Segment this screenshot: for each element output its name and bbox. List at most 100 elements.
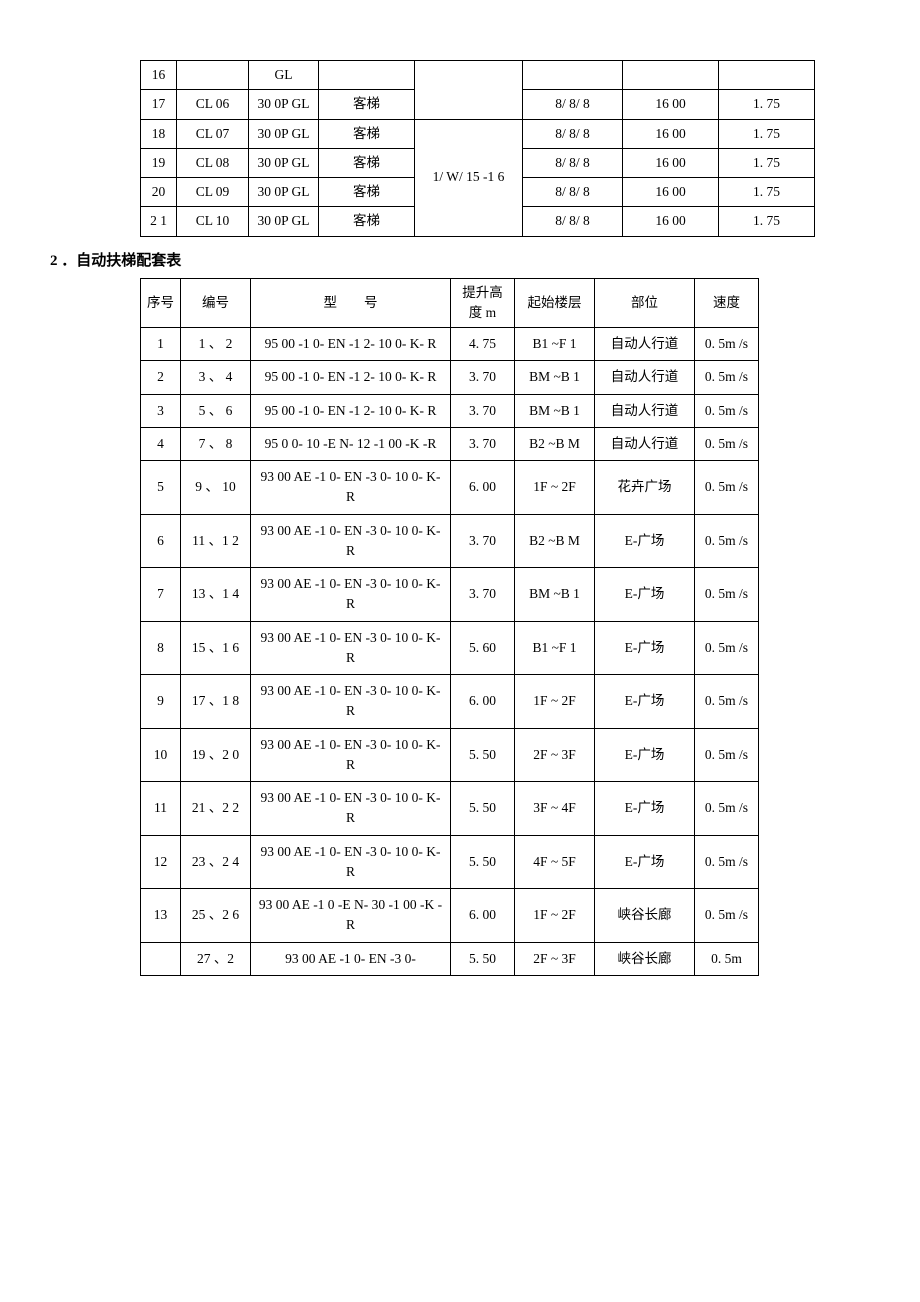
cell-spec: 8/ 8/ 8	[523, 119, 623, 148]
cell-floor-merged-2: 1/ W/ 15 -1 6	[415, 119, 523, 236]
cell-speed: 1. 75	[719, 90, 815, 119]
cell-floor: 3F ~ 4F	[515, 782, 595, 836]
cell-seq: 13	[141, 889, 181, 943]
cell-speed: 0. 5m /s	[695, 328, 759, 361]
cell-speed: 0. 5m	[695, 942, 759, 975]
cell-seq: 2	[141, 361, 181, 394]
cell-code: CL 09	[177, 178, 249, 207]
cell-model: 30 0P GL	[249, 178, 319, 207]
col-model-header: 型 号	[251, 278, 451, 328]
cell-pos: E-广场	[595, 621, 695, 675]
cell-floor: B2 ~B M	[515, 514, 595, 568]
cell-speed: 1. 75	[719, 178, 815, 207]
cell-pos: E-广场	[595, 568, 695, 622]
cell-speed: 0. 5m /s	[695, 728, 759, 782]
cell-type: 客梯	[319, 148, 415, 177]
cell-model: 95 0 0- 10 -E N- 12 -1 00 -K -R	[251, 427, 451, 460]
cell-model: 93 00 AE -1 0- EN -3 0-	[251, 942, 451, 975]
cell-seq: 6	[141, 514, 181, 568]
cell-speed: 0. 5m /s	[695, 675, 759, 729]
table-row: 611 、1 293 00 AE -1 0- EN -3 0- 10 0- K-…	[141, 514, 759, 568]
cell-spec	[523, 61, 623, 90]
cell-speed: 0. 5m /s	[695, 361, 759, 394]
cell-seq: 19	[141, 148, 177, 177]
table-row: 59 、 1093 00 AE -1 0- EN -3 0- 10 0- K- …	[141, 461, 759, 515]
table-row: 1223 、2 493 00 AE -1 0- EN -3 0- 10 0- K…	[141, 835, 759, 889]
cell-spec: 8/ 8/ 8	[523, 178, 623, 207]
cell-floor: 1F ~ 2F	[515, 889, 595, 943]
cell-cap: 16 00	[623, 178, 719, 207]
cell-height: 6. 00	[451, 889, 515, 943]
table-row: 713 、1 493 00 AE -1 0- EN -3 0- 10 0- K-…	[141, 568, 759, 622]
cell-pos: E-广场	[595, 782, 695, 836]
cell-model: GL	[249, 61, 319, 90]
cell-speed: 0. 5m /s	[695, 427, 759, 460]
cell-pos: 峡谷长廊	[595, 942, 695, 975]
col-seq-header: 序号	[141, 278, 181, 328]
cell-type: 客梯	[319, 119, 415, 148]
cell-seq: 18	[141, 119, 177, 148]
table-row: 35 、 695 00 -1 0- EN -1 2- 10 0- K- R3. …	[141, 394, 759, 427]
cell-height: 5. 50	[451, 942, 515, 975]
cell-pos: E-广场	[595, 835, 695, 889]
cell-floor: B1 ~F 1	[515, 621, 595, 675]
cell-cap: 16 00	[623, 90, 719, 119]
cell-seq: 5	[141, 461, 181, 515]
cell-spec: 8/ 8/ 8	[523, 207, 623, 236]
cell-floor: 4F ~ 5F	[515, 835, 595, 889]
cell-cap	[623, 61, 719, 90]
elevator-table: 16GL17CL 0630 0P GL客梯8/ 8/ 816 001. 7518…	[140, 60, 815, 237]
cell-model: 93 00 AE -1 0- EN -3 0- 10 0- K- R	[251, 461, 451, 515]
table-row: 16GL	[141, 61, 815, 90]
cell-model: 30 0P GL	[249, 148, 319, 177]
cell-floor: BM ~B 1	[515, 361, 595, 394]
table-row: 27 、293 00 AE -1 0- EN -3 0-5. 502F ~ 3F…	[141, 942, 759, 975]
cell-model: 93 00 AE -1 0- EN -3 0- 10 0- K- R	[251, 621, 451, 675]
cell-model: 93 00 AE -1 0- EN -3 0- 10 0- K- R	[251, 675, 451, 729]
cell-model: 93 00 AE -1 0- EN -3 0- 10 0- K- R	[251, 568, 451, 622]
table-row: 1325 、2 693 00 AE -1 0 -E N- 30 -1 00 -K…	[141, 889, 759, 943]
cell-height: 6. 00	[451, 675, 515, 729]
cell-pos: 自动人行道	[595, 361, 695, 394]
cell-cap: 16 00	[623, 148, 719, 177]
cell-speed: 0. 5m /s	[695, 621, 759, 675]
cell-cap: 16 00	[623, 119, 719, 148]
cell-speed: 0. 5m /s	[695, 889, 759, 943]
cell-num: 23 、2 4	[181, 835, 251, 889]
cell-pos: E-广场	[595, 514, 695, 568]
cell-height: 4. 75	[451, 328, 515, 361]
table-row: 18CL 0730 0P GL客梯1/ W/ 15 -1 68/ 8/ 816 …	[141, 119, 815, 148]
cell-num: 25 、2 6	[181, 889, 251, 943]
cell-num: 3 、 4	[181, 361, 251, 394]
table-row: 917 、1 893 00 AE -1 0- EN -3 0- 10 0- K-…	[141, 675, 759, 729]
cell-seq: 12	[141, 835, 181, 889]
cell-cap: 16 00	[623, 207, 719, 236]
table-row: 1121 、2 293 00 AE -1 0- EN -3 0- 10 0- K…	[141, 782, 759, 836]
cell-pos: 花卉广场	[595, 461, 695, 515]
cell-model: 93 00 AE -1 0- EN -3 0- 10 0- K- R	[251, 514, 451, 568]
cell-floor: 2F ~ 3F	[515, 728, 595, 782]
cell-floor: BM ~B 1	[515, 568, 595, 622]
table-header-row: 序号 编号 型 号 提升高度 m 起始楼层 部位 速度	[141, 278, 759, 328]
cell-pos: 自动人行道	[595, 394, 695, 427]
cell-floor: B1 ~F 1	[515, 328, 595, 361]
cell-pos: 峡谷长廊	[595, 889, 695, 943]
section-2-title: 2 ．自动扶梯配套表	[50, 249, 870, 270]
cell-num: 17 、1 8	[181, 675, 251, 729]
cell-floor: 1F ~ 2F	[515, 461, 595, 515]
col-speed-header: 速度	[695, 278, 759, 328]
table-row: 23 、 495 00 -1 0- EN -1 2- 10 0- K- R3. …	[141, 361, 759, 394]
cell-floor-merged-1	[415, 61, 523, 120]
cell-height: 5. 50	[451, 782, 515, 836]
cell-model: 95 00 -1 0- EN -1 2- 10 0- K- R	[251, 328, 451, 361]
cell-speed: 0. 5m /s	[695, 514, 759, 568]
cell-seq: 9	[141, 675, 181, 729]
cell-floor: B2 ~B M	[515, 427, 595, 460]
cell-height: 5. 50	[451, 728, 515, 782]
cell-num: 9 、 10	[181, 461, 251, 515]
cell-code: CL 06	[177, 90, 249, 119]
cell-code: CL 08	[177, 148, 249, 177]
cell-seq: 1	[141, 328, 181, 361]
cell-pos: E-广场	[595, 728, 695, 782]
cell-height: 3. 70	[451, 514, 515, 568]
